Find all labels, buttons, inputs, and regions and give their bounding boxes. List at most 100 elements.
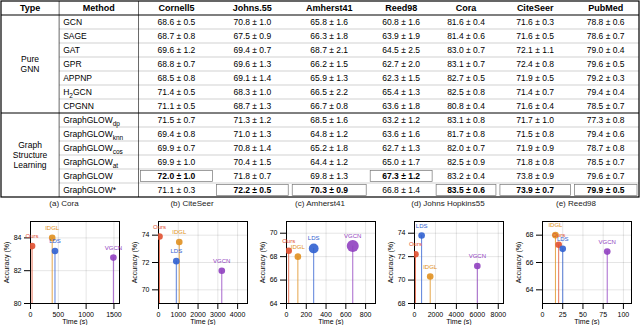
svg-text:71.1 ± 0.3: 71.1 ± 0.3 (158, 185, 196, 195)
svg-text:68: 68 (526, 231, 534, 238)
svg-text:78.7 ± 0.8: 78.7 ± 0.8 (587, 143, 625, 153)
svg-text:70.3 ± 0.9: 70.3 ± 0.9 (310, 185, 348, 195)
svg-text:Accuracy (%): Accuracy (%) (259, 242, 267, 284)
svg-text:64.4 ± 1.2: 64.4 ± 1.2 (310, 157, 348, 167)
svg-text:LDS: LDS (416, 223, 428, 229)
svg-text:GNN: GNN (21, 64, 40, 74)
svg-text:68.7 ± 2.1: 68.7 ± 2.1 (310, 45, 348, 55)
svg-text:69.1 ± 1.4: 69.1 ± 1.4 (233, 73, 271, 83)
svg-text:68.7 ± 0.8: 68.7 ± 0.8 (158, 31, 196, 41)
svg-text:Ours: Ours (153, 224, 166, 230)
svg-text:62.7 ± 2.0: 62.7 ± 2.0 (382, 59, 420, 69)
svg-text:200: 200 (300, 311, 312, 318)
svg-text:82: 82 (14, 267, 22, 274)
svg-text:66: 66 (526, 259, 534, 266)
svg-text:69.6 ± 1.2: 69.6 ± 1.2 (158, 45, 196, 55)
svg-text:78.5 ± 0.7: 78.5 ± 0.7 (587, 157, 625, 167)
svg-text:82.5 ± 0.8: 82.5 ± 0.8 (447, 87, 485, 97)
svg-text:69.9 ± 1.0: 69.9 ± 1.0 (158, 157, 196, 167)
svg-text:66.2 ± 1.5: 66.2 ± 1.5 (310, 59, 348, 69)
svg-text:81.4 ± 0.6: 81.4 ± 0.6 (447, 31, 485, 41)
svg-text:Accuracy (%): Accuracy (%) (3, 242, 11, 284)
svg-text:IDGL: IDGL (548, 222, 563, 228)
svg-text:63.6 ± 1.6: 63.6 ± 1.6 (382, 129, 420, 139)
svg-text:78.8 ± 0.6: 78.8 ± 0.6 (587, 17, 625, 27)
svg-text:LDS: LDS (170, 248, 182, 254)
svg-text:65.0 ± 1.7: 65.0 ± 1.7 (382, 157, 420, 167)
svg-text:63.9 ± 1.9: 63.9 ± 1.9 (382, 31, 420, 41)
svg-text:70: 70 (398, 276, 406, 283)
svg-text:Ours: Ours (409, 241, 422, 247)
svg-text:70.8 ± 1.4: 70.8 ± 1.4 (233, 143, 271, 153)
svg-text:63.2 ± 1.2: 63.2 ± 1.2 (382, 115, 420, 125)
svg-text:83.1 ± 0.8: 83.1 ± 0.8 (447, 115, 485, 125)
svg-text:79.6 ± 0.7: 79.6 ± 0.7 (587, 171, 625, 181)
svg-text:71.4 ± 0.7: 71.4 ± 0.7 (516, 87, 554, 97)
svg-text:6000: 6000 (470, 311, 486, 318)
svg-text:78.6 ± 0.7: 78.6 ± 0.7 (587, 31, 625, 41)
svg-text:71.7 ± 1.0: 71.7 ± 1.0 (516, 115, 554, 125)
svg-text:66.5 ± 2.2: 66.5 ± 2.2 (310, 87, 348, 97)
svg-text:8000: 8000 (490, 311, 506, 318)
svg-text:71.0 ± 1.3: 71.0 ± 1.3 (233, 129, 271, 139)
svg-text:VGCN: VGCN (213, 258, 230, 264)
svg-text:IDGL: IDGL (291, 244, 306, 250)
svg-text:71.9 ± 0.5: 71.9 ± 0.5 (516, 73, 554, 83)
svg-text:72.4 ± 0.8: 72.4 ± 0.8 (516, 59, 554, 69)
svg-text:65.8 ± 1.6: 65.8 ± 1.6 (310, 17, 348, 27)
svg-text:83.2 ± 0.4: 83.2 ± 0.4 (447, 171, 485, 181)
svg-text:71.8 ± 0.7: 71.8 ± 0.7 (233, 171, 271, 181)
svg-text:LDS: LDS (49, 238, 61, 244)
svg-text:Time (s): Time (s) (574, 318, 599, 326)
svg-text:VGCN: VGCN (469, 253, 486, 259)
svg-text:GraphGLOWcos: GraphGLOWcos (63, 143, 123, 155)
svg-text:Amherst41: Amherst41 (306, 3, 353, 13)
svg-text:79.0 ± 0.4: 79.0 ± 0.4 (587, 45, 625, 55)
svg-text:68.8 ± 0.7: 68.8 ± 0.7 (158, 59, 196, 69)
svg-text:78.5 ± 0.7: 78.5 ± 0.7 (587, 101, 625, 111)
svg-text:69.8 ± 1.3: 69.8 ± 1.3 (310, 171, 348, 181)
svg-text:65.4 ± 1.3: 65.4 ± 1.3 (382, 87, 420, 97)
svg-text:73.9 ± 0.7: 73.9 ± 0.7 (516, 185, 554, 195)
svg-text:71.4 ± 0.5: 71.4 ± 0.5 (158, 87, 196, 97)
svg-text:LDS: LDS (557, 236, 569, 242)
svg-text:79.2 ± 0.3: 79.2 ± 0.3 (587, 73, 625, 83)
svg-text:VGCN: VGCN (599, 239, 616, 245)
svg-text:79.9 ± 0.5: 79.9 ± 0.5 (587, 185, 625, 195)
svg-text:69.9 ± 0.7: 69.9 ± 0.7 (158, 143, 196, 153)
svg-text:SAGE: SAGE (63, 31, 87, 41)
svg-text:60.8 ± 1.6: 60.8 ± 1.6 (382, 17, 420, 27)
svg-text:PubMed: PubMed (588, 3, 623, 13)
svg-text:79.6 ± 0.5: 79.6 ± 0.5 (587, 59, 625, 69)
svg-text:66.7 ± 0.8: 66.7 ± 0.8 (310, 101, 348, 111)
svg-text:67.3 ± 1.2: 67.3 ± 1.2 (382, 171, 420, 181)
svg-text:IDGL: IDGL (172, 229, 187, 235)
svg-text:66.3 ± 1.8: 66.3 ± 1.8 (310, 31, 348, 41)
svg-text:62.7 ± 1.3: 62.7 ± 1.3 (382, 143, 420, 153)
svg-text:64.8 ± 1.2: 64.8 ± 1.2 (310, 129, 348, 139)
svg-text:CiteSeer: CiteSeer (517, 3, 554, 13)
svg-text:Learning: Learning (14, 160, 47, 170)
svg-text:83.1 ± 0.7: 83.1 ± 0.7 (447, 59, 485, 69)
svg-text:62.3 ± 1.5: 62.3 ± 1.5 (382, 73, 420, 83)
svg-text:80.8 ± 0.4: 80.8 ± 0.4 (447, 101, 485, 111)
svg-text:0: 0 (413, 311, 417, 318)
svg-text:64.5 ± 2.5: 64.5 ± 2.5 (382, 45, 420, 55)
svg-text:72.1 ± 1.1: 72.1 ± 1.1 (516, 45, 554, 55)
svg-text:77.3 ± 0.8: 77.3 ± 0.8 (587, 115, 625, 125)
svg-text:VGCN: VGCN (105, 245, 122, 251)
svg-text:GraphGLOWknn: GraphGLOWknn (63, 129, 123, 141)
svg-text:82.5 ± 0.9: 82.5 ± 0.9 (447, 157, 485, 167)
svg-text:GraphGLOW*: GraphGLOW* (63, 185, 117, 195)
svg-text:71.8 ± 0.8: 71.8 ± 0.8 (516, 157, 554, 167)
svg-text:67.5 ± 0.9: 67.5 ± 0.9 (233, 31, 271, 41)
svg-text:H2GCN: H2GCN (63, 87, 92, 99)
svg-text:71.9 ± 0.9: 71.9 ± 0.9 (516, 143, 554, 153)
svg-text:80: 80 (14, 300, 22, 307)
svg-text:800: 800 (360, 311, 372, 318)
svg-text:Time (s): Time (s) (446, 318, 471, 326)
svg-text:72.2 ± 0.5: 72.2 ± 0.5 (233, 185, 271, 195)
svg-text:0: 0 (157, 311, 161, 318)
svg-text:83.0 ± 0.7: 83.0 ± 0.7 (447, 45, 485, 55)
svg-text:69.4 ± 0.7: 69.4 ± 0.7 (233, 45, 271, 55)
